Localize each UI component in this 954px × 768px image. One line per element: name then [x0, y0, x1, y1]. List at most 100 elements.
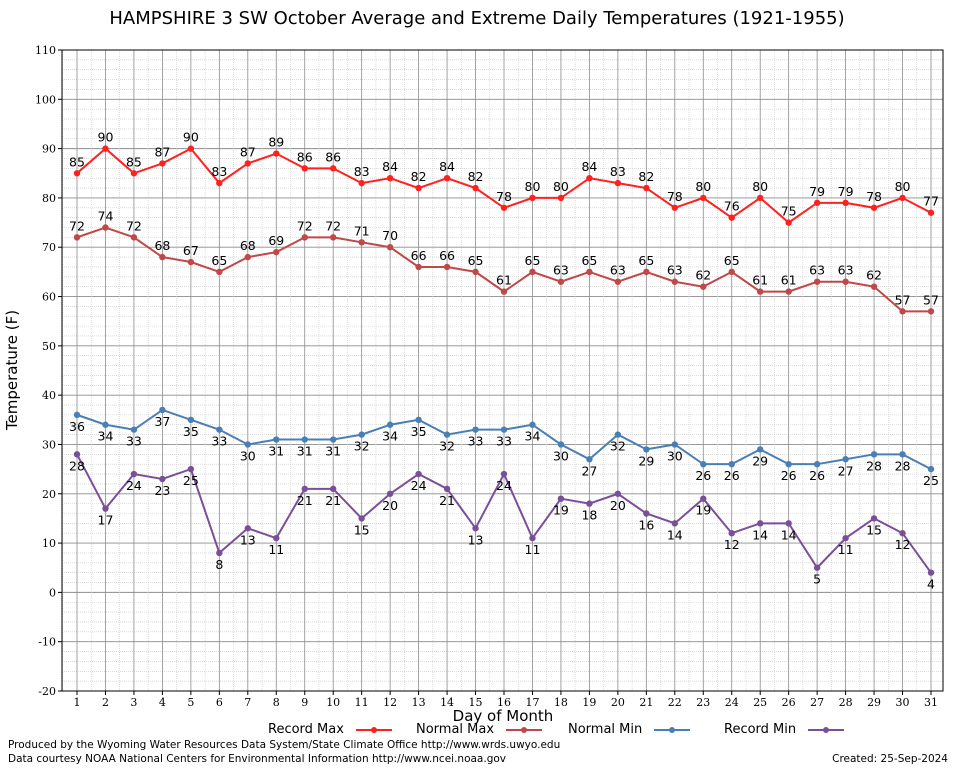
x-tick-label: 6 — [216, 696, 223, 709]
data-label: 62 — [866, 268, 882, 283]
data-label: 30 — [553, 448, 569, 463]
data-label: 61 — [752, 273, 768, 288]
legend-label: Record Max — [268, 722, 344, 737]
y-tick-label: 60 — [42, 291, 56, 304]
data-label: 12 — [724, 537, 740, 552]
data-point — [415, 263, 422, 271]
x-tick-label: 22 — [668, 696, 682, 709]
data-point — [614, 278, 622, 285]
x-tick-label: 12 — [383, 696, 397, 709]
data-point — [870, 283, 878, 290]
data-point — [102, 421, 109, 428]
data-label: 80 — [752, 179, 768, 194]
y-tick-label: 20 — [42, 488, 56, 501]
data-label: 20 — [610, 498, 626, 513]
data-point — [187, 416, 195, 424]
x-tick-label: 14 — [440, 696, 454, 709]
data-point — [386, 421, 394, 428]
data-label: 87 — [154, 144, 170, 159]
data-label: 78 — [667, 189, 683, 204]
data-point — [472, 426, 479, 433]
data-label: 34 — [525, 429, 541, 444]
data-point — [529, 421, 536, 428]
data-label: 75 — [781, 204, 797, 219]
data-point — [273, 150, 280, 157]
data-point — [671, 520, 678, 527]
data-point — [643, 446, 650, 453]
data-point — [73, 411, 81, 419]
data-label: 23 — [154, 483, 170, 498]
data-label: 85 — [126, 154, 142, 169]
data-label: 66 — [439, 248, 455, 263]
y-tick-label: 10 — [42, 537, 56, 550]
data-label: 11 — [838, 542, 854, 557]
data-label: 20 — [382, 498, 398, 513]
data-label: 67 — [183, 243, 199, 258]
data-label: 21 — [297, 493, 313, 508]
data-label: 82 — [468, 169, 484, 184]
x-tick-label: 9 — [301, 696, 308, 709]
data-point — [386, 175, 394, 182]
data-point — [529, 268, 536, 276]
data-point — [358, 179, 365, 187]
data-label: 36 — [69, 419, 85, 434]
data-point — [130, 426, 138, 433]
data-point — [244, 160, 251, 167]
x-tick-label: 11 — [355, 696, 369, 709]
data-label: 63 — [838, 263, 854, 278]
data-label: 65 — [468, 253, 484, 268]
data-label: 14 — [752, 527, 768, 542]
grid-layer — [62, 49, 943, 692]
data-point — [529, 194, 536, 202]
y-tick-label: -10 — [38, 636, 56, 649]
data-label: 35 — [183, 424, 199, 439]
x-tick-label: 28 — [839, 696, 853, 709]
data-label: 79 — [838, 184, 854, 199]
data-label: 82 — [411, 169, 427, 184]
data-label: 71 — [354, 223, 370, 238]
data-label: 82 — [638, 169, 654, 184]
data-point — [244, 441, 251, 448]
data-label: 26 — [695, 468, 711, 483]
data-label: 28 — [69, 458, 85, 473]
data-point — [130, 470, 138, 478]
data-label: 86 — [325, 149, 341, 164]
data-point — [500, 288, 508, 295]
data-point — [159, 475, 166, 483]
data-point — [671, 441, 678, 448]
data-label: 28 — [866, 458, 882, 473]
data-point — [216, 268, 223, 276]
x-tick-label: 17 — [525, 696, 539, 709]
data-point — [102, 505, 109, 512]
data-point — [330, 436, 337, 443]
data-point — [927, 209, 935, 216]
data-label: 17 — [98, 513, 114, 528]
chart-title: HAMPSHIRE 3 SW October Average and Extre… — [109, 8, 845, 29]
data-point — [159, 160, 166, 167]
x-tick-label: 19 — [582, 696, 596, 709]
data-point — [614, 179, 622, 187]
data-label: 62 — [695, 268, 711, 283]
data-label: 65 — [638, 253, 654, 268]
data-label: 72 — [297, 218, 313, 233]
data-point — [472, 525, 479, 532]
data-point — [700, 283, 707, 290]
data-point — [671, 278, 678, 285]
data-label: 83 — [211, 164, 227, 179]
data-point — [586, 500, 593, 507]
legend-swatch — [506, 726, 543, 733]
y-tick-label: 100 — [35, 93, 56, 106]
data-point — [813, 278, 821, 285]
data-point — [586, 456, 593, 463]
data-point — [842, 278, 849, 285]
data-point — [244, 525, 251, 532]
x-tick-label: 29 — [867, 696, 881, 709]
data-label: 31 — [297, 444, 313, 459]
data-point — [443, 431, 451, 438]
data-point — [244, 253, 251, 261]
data-point — [102, 145, 109, 152]
data-label: 11 — [268, 542, 284, 557]
